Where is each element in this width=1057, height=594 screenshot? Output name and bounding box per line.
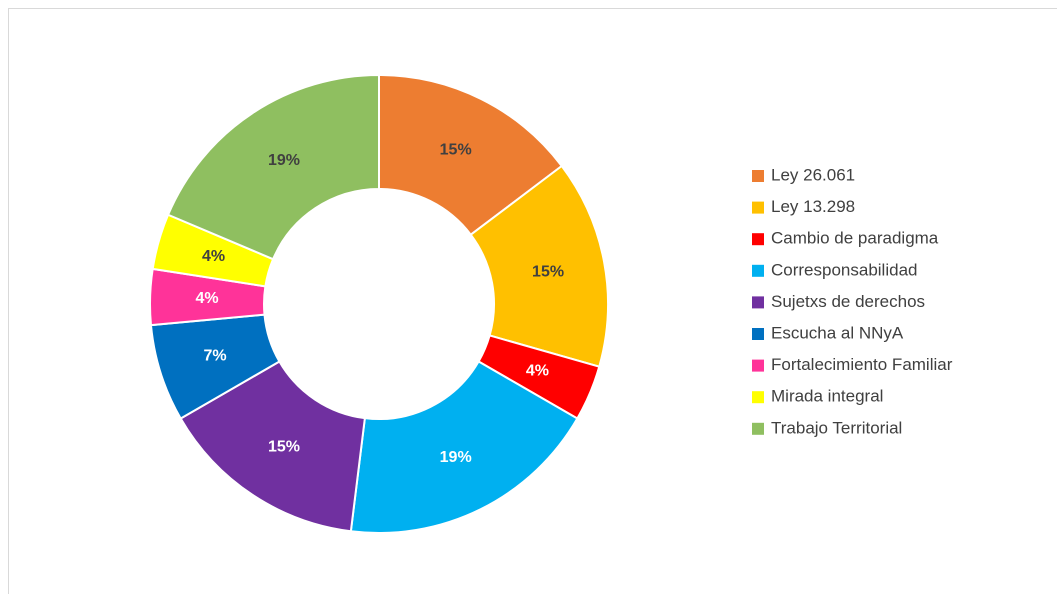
data-label: 4% bbox=[196, 290, 219, 307]
data-label: 15% bbox=[532, 264, 564, 281]
legend-label: Ley 26.061 bbox=[771, 165, 855, 184]
legend-label: Corresponsabilidad bbox=[771, 260, 917, 279]
donut-slice bbox=[378, 73, 564, 237]
legend-swatch bbox=[752, 359, 764, 372]
legend-label: Trabajo Territorial bbox=[771, 418, 902, 437]
legend-swatch bbox=[752, 264, 764, 277]
legend-label: Cambio de paradigma bbox=[771, 229, 939, 248]
data-label: 19% bbox=[440, 449, 472, 466]
data-label: 4% bbox=[526, 362, 549, 379]
legend-swatch bbox=[752, 422, 764, 435]
donut-slice bbox=[349, 360, 579, 534]
donut-slice bbox=[166, 73, 380, 261]
data-label: 15% bbox=[268, 439, 300, 456]
legend-swatch bbox=[752, 233, 764, 246]
legend-label: Mirada integral bbox=[771, 387, 883, 406]
legend-label: Sujetxs de derechos bbox=[771, 292, 925, 311]
donut-slice bbox=[469, 164, 609, 368]
data-label: 15% bbox=[440, 141, 472, 158]
legend-label: Ley 13.298 bbox=[771, 197, 855, 216]
legend-label: Fortalecimiento Familiar bbox=[771, 355, 953, 374]
legend-label: Escucha al NNyA bbox=[771, 323, 904, 342]
legend-swatch bbox=[752, 170, 764, 182]
legend-swatch bbox=[752, 201, 764, 214]
data-label: 4% bbox=[202, 248, 225, 265]
donut-slice bbox=[179, 360, 366, 533]
legend-swatch bbox=[752, 296, 764, 309]
legend-swatch bbox=[752, 391, 764, 404]
data-label: 19% bbox=[268, 152, 300, 169]
legend-swatch bbox=[752, 328, 764, 340]
data-label: 7% bbox=[204, 347, 227, 364]
